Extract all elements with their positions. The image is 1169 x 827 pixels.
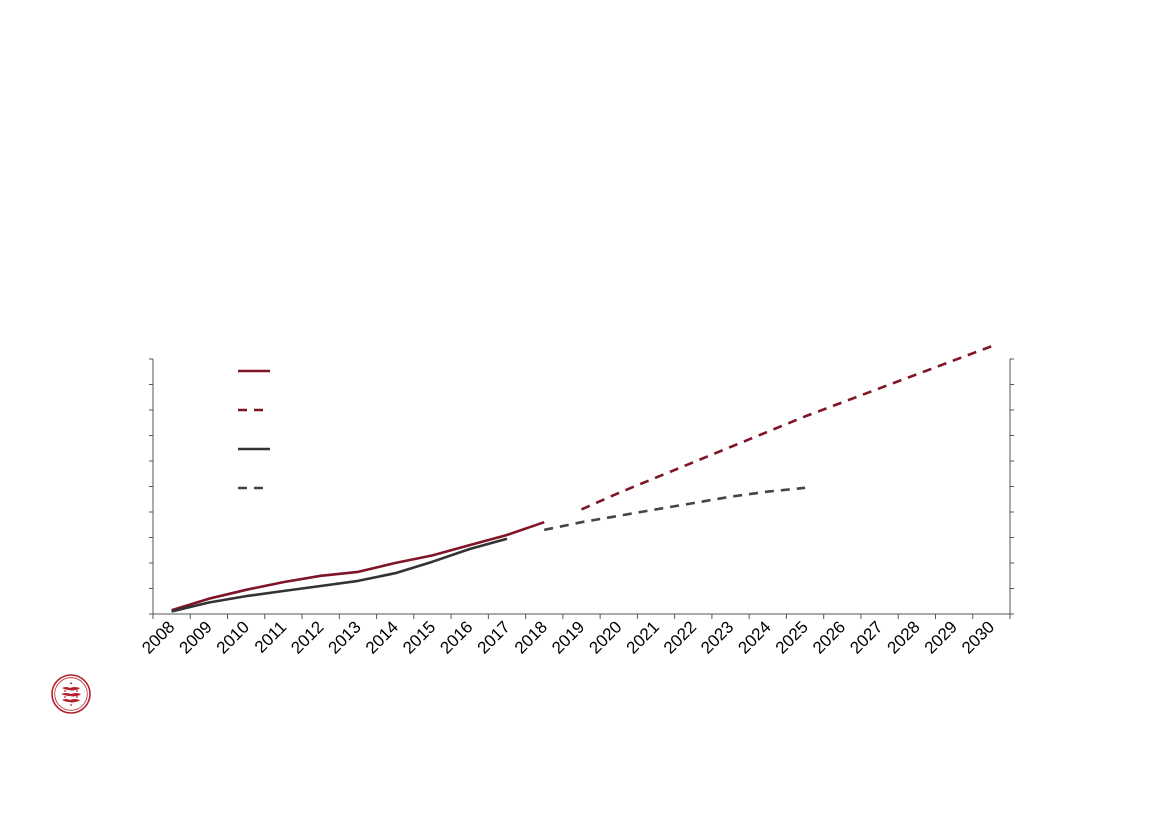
series-line-1 — [171, 520, 545, 612]
x-tick-label: 2026 — [809, 617, 849, 657]
series-line-4 — [543, 486, 806, 532]
x-tick-label: 2021 — [623, 617, 663, 657]
x-tick-label: 2020 — [585, 617, 625, 657]
x-tick-label: 2010 — [213, 617, 253, 657]
x-tick-label: 2018 — [511, 617, 551, 657]
x-tick-label: 2012 — [287, 617, 327, 657]
x-tick-label: 2019 — [548, 617, 588, 657]
x-tick-label: 2027 — [846, 617, 886, 657]
x-tick-label: 2024 — [734, 617, 774, 657]
x-tick-label: 2011 — [251, 617, 290, 656]
x-tick-label: 2025 — [772, 617, 812, 657]
chart-legend — [238, 369, 270, 490]
series-line-3 — [171, 537, 508, 613]
x-tick-label: 2014 — [362, 617, 402, 657]
series-line-2 — [580, 345, 992, 511]
x-tick-label: 2029 — [921, 617, 961, 657]
three-lions-seal-icon — [51, 674, 91, 714]
chart-axes — [149, 358, 1014, 619]
chart-series — [171, 345, 992, 613]
x-tick-label: 2017 — [474, 617, 514, 657]
x-tick-label: 2008 — [138, 617, 178, 657]
x-tick-label: 2023 — [697, 617, 737, 657]
x-tick-labels: 2008200920102011201220132014201520162017… — [138, 617, 998, 657]
x-tick-label: 2022 — [660, 617, 700, 657]
x-tick-label: 2016 — [436, 617, 476, 657]
x-tick-label: 2028 — [883, 617, 923, 657]
x-tick-label: 2009 — [176, 617, 216, 657]
x-tick-label: 2015 — [399, 617, 439, 657]
x-tick-label: 2030 — [958, 617, 998, 657]
x-tick-label: 2013 — [325, 617, 365, 657]
